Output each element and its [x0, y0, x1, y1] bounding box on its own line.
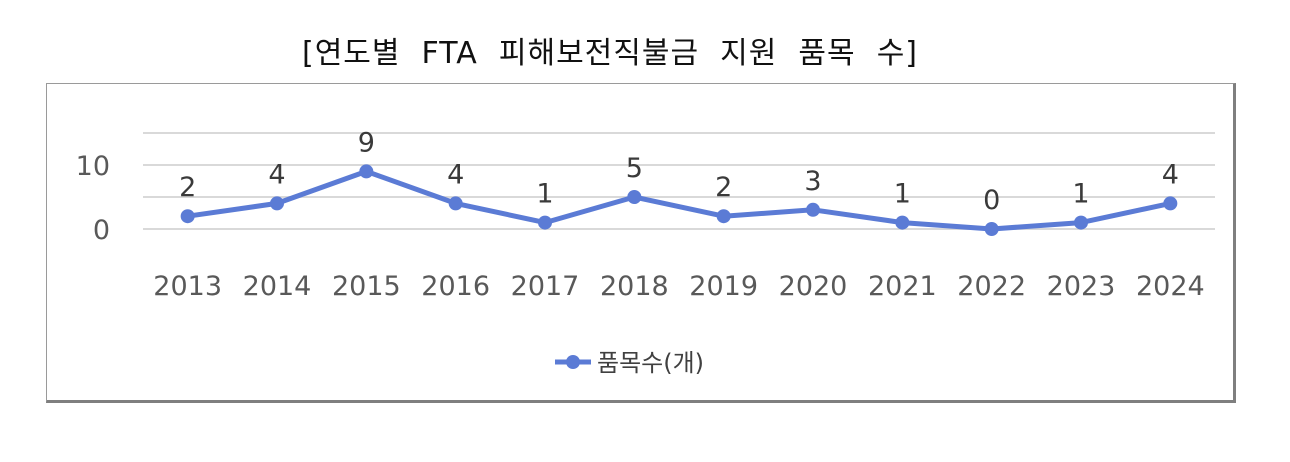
- data-point: [627, 190, 642, 204]
- data-label: 2: [179, 172, 196, 203]
- data-label: 2: [715, 172, 732, 203]
- data-point: [716, 209, 731, 224]
- chart-frame: [46, 83, 1236, 403]
- x-tick-label: 2020: [779, 271, 848, 302]
- data-point: [448, 196, 463, 211]
- x-tick-label: 2024: [1136, 271, 1205, 302]
- data-label: 0: [983, 185, 1000, 216]
- series-line: [185, 168, 1173, 232]
- data-point: [180, 209, 195, 224]
- data-label: 1: [894, 179, 911, 210]
- data-point: [538, 215, 552, 230]
- data-label: 4: [268, 159, 285, 190]
- data-label: 3: [804, 166, 821, 197]
- x-tick-label: 2018: [600, 271, 669, 302]
- x-tick-label: 2023: [1047, 271, 1116, 302]
- chart-title: [연도별 FTA 피해보전직불금 지원 품목 수]: [301, 36, 919, 71]
- x-tick-label: 2014: [243, 271, 312, 302]
- x-tick-label: 2021: [868, 271, 937, 302]
- data-label: 5: [626, 153, 643, 184]
- x-tick-label: 2017: [511, 271, 580, 302]
- legend-label: 품목수(개): [597, 349, 704, 377]
- data-label: 1: [536, 179, 553, 210]
- y-tick-label: 0: [93, 215, 110, 246]
- legend-marker: [566, 355, 580, 369]
- data-point: [1074, 215, 1088, 230]
- data-point: [895, 215, 910, 230]
- data-label: 9: [358, 127, 375, 158]
- x-tick-label: 2015: [332, 271, 401, 302]
- data-point: [359, 164, 374, 179]
- x-tick-label: 2013: [153, 271, 222, 302]
- data-point: [984, 222, 999, 236]
- data-label: 4: [447, 159, 464, 190]
- data-point: [270, 196, 284, 211]
- x-tick-label: 2022: [957, 271, 1026, 302]
- data-point: [806, 202, 820, 217]
- y-tick-label: 10: [76, 151, 110, 182]
- data-point: [1163, 196, 1178, 211]
- data-label: 4: [1162, 159, 1179, 190]
- data-label: 1: [1072, 179, 1089, 210]
- x-tick-label: 2019: [689, 271, 758, 302]
- x-tick-label: 2016: [421, 271, 490, 302]
